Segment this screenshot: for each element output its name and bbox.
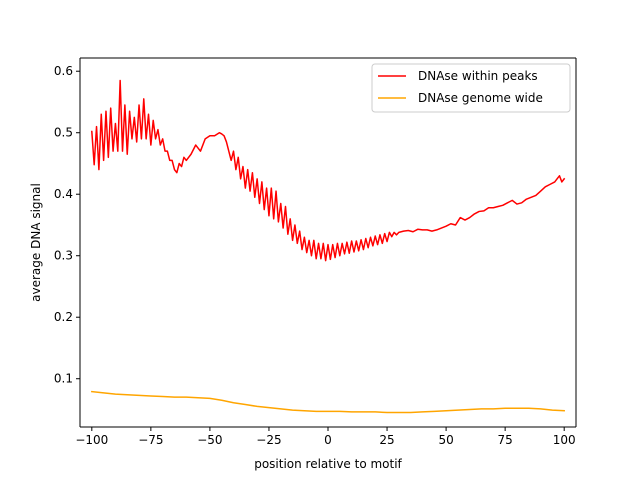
legend-label-within-peaks: DNAse within peaks: [418, 69, 538, 83]
x-tick-label: 0: [324, 433, 332, 447]
y-tick-label: 0.2: [54, 310, 73, 324]
x-axis-label: position relative to motif: [254, 457, 402, 471]
y-tick-label: 0.4: [54, 187, 73, 201]
plot-area: [80, 58, 576, 427]
x-tick-label: −75: [138, 433, 163, 447]
x-tick-label: 75: [498, 433, 513, 447]
y-axis-label: average DNA signal: [29, 183, 43, 302]
x-tick-label: −50: [197, 433, 222, 447]
y-tick-label: 0.5: [54, 126, 73, 140]
y-tick-label: 0.1: [54, 372, 73, 386]
series-line-dnase-genome-wide: [90, 390, 565, 414]
x-tick-label: 100: [553, 433, 576, 447]
x-tick-label: −100: [75, 433, 108, 447]
series-line-dnase-within-peaks: [91, 79, 566, 262]
y-tick-label: 0.3: [54, 249, 73, 263]
legend: DNAse within peaks DNAse genome wide: [371, 63, 571, 113]
x-tick-label: −25: [256, 433, 281, 447]
y-axis-ticks: 0.1 0.2 0.3 0.4 0.5 0.6: [54, 64, 80, 386]
series-layer: [90, 79, 566, 414]
x-axis-ticks: −100 −75 −50 −25 0 25 50 75 100: [75, 427, 576, 447]
x-tick-label: 25: [379, 433, 394, 447]
x-tick-label: 50: [438, 433, 453, 447]
y-tick-label: 0.6: [54, 64, 73, 78]
legend-box: [371, 63, 571, 113]
legend-label-genome-wide: DNAse genome wide: [418, 91, 543, 105]
